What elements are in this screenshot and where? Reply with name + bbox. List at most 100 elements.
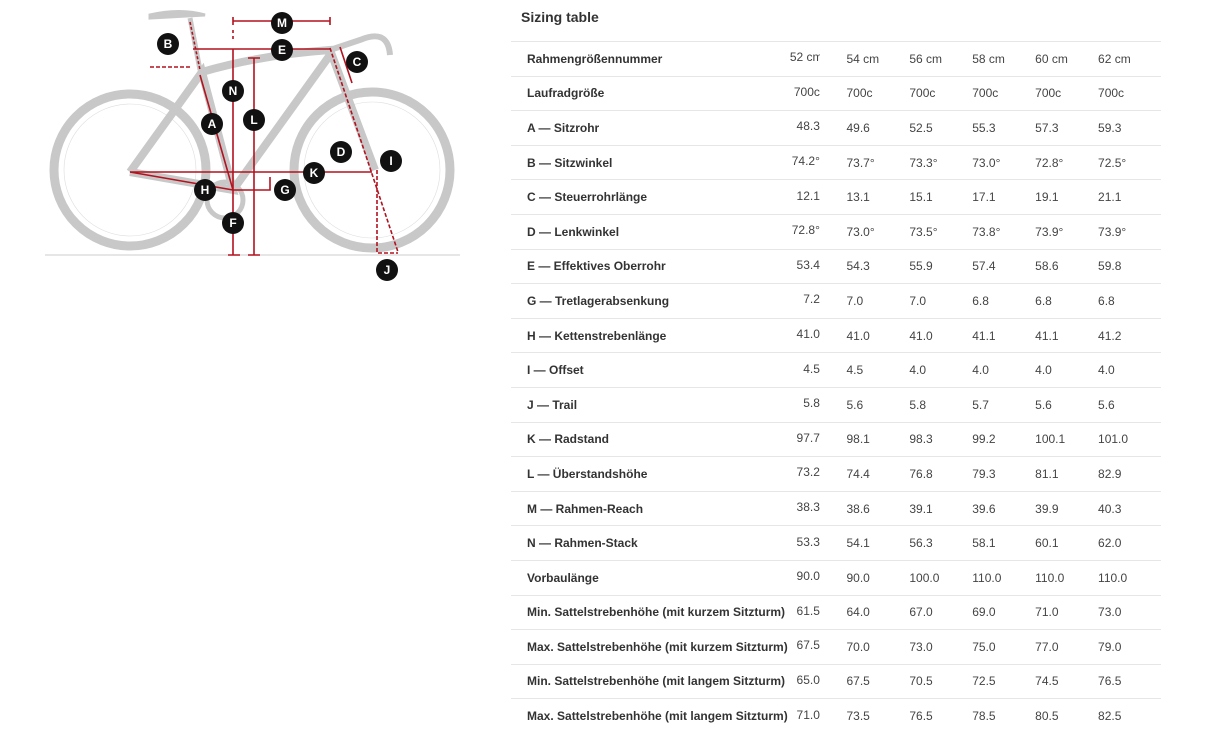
sizing-table: Rahmengrößennummer 52 cm 54 cm 56 cm 58 cm 60… bbox=[511, 41, 1161, 733]
table-cell: 90.0 bbox=[846, 570, 870, 585]
table-cell: 6.8 bbox=[972, 293, 989, 308]
table-cell: 70.0 bbox=[846, 639, 870, 654]
table-cell: 97.7 bbox=[790, 422, 847, 457]
table-cell: 58 cm bbox=[972, 51, 1005, 66]
table-cell: 98.3 bbox=[909, 432, 933, 447]
cell-value: 74.2° bbox=[791, 154, 820, 169]
table-row: Rahmengrößennummer 52 cm 54 cm 56 cm 58 cm 60… bbox=[511, 41, 1161, 77]
table-cell: 57.4 bbox=[972, 259, 996, 274]
cell-value: 12.1 bbox=[796, 188, 820, 203]
svg-text:B: B bbox=[164, 37, 173, 51]
row-label: K — Radstand bbox=[527, 432, 610, 447]
cell-value: 67.5 bbox=[796, 638, 820, 653]
table-cell: 82.5 bbox=[1098, 709, 1122, 724]
cell-value: 38.3 bbox=[796, 500, 820, 515]
row-label: Rahmengrößennummer bbox=[527, 51, 663, 66]
table-cell: 41.0 bbox=[909, 328, 933, 343]
table-cell: 73.8° bbox=[972, 224, 1001, 239]
svg-text:M: M bbox=[277, 16, 287, 30]
cell-value: 73.2 bbox=[796, 465, 820, 480]
cell-value: 5.8 bbox=[803, 396, 820, 411]
badge-J: J bbox=[376, 259, 398, 281]
table-cell: 48.3 bbox=[790, 111, 847, 146]
table-cell: 90.0 bbox=[790, 560, 847, 595]
table-cell: 4.5 bbox=[846, 363, 864, 378]
table-cell: 75.0 bbox=[972, 639, 996, 654]
table-cell: 61.5 bbox=[790, 595, 847, 630]
table-cell: 67.5 bbox=[846, 674, 870, 689]
table-row: B — Sitzwinkel 74.2° 73.7° 73.3° 73.0° 72.8° 7… bbox=[511, 145, 1161, 180]
measurement-lines bbox=[129, 17, 399, 256]
table-cell: 110.0 bbox=[972, 570, 1002, 585]
table-row: M — Rahmen-Reach 38.3 38.6 39.1 39.6 39.9 40.3 bbox=[511, 491, 1161, 526]
table-row: A — Sitzrohr 48.3 49.6 52.5 55.3 57.3 59.3 bbox=[511, 110, 1161, 146]
table-cell: 6.8 bbox=[1035, 293, 1052, 308]
table-cell: 5.7 bbox=[972, 397, 989, 412]
table-cell: 59.3 bbox=[1098, 120, 1122, 135]
table-cell: 74.4 bbox=[846, 466, 870, 481]
svg-text:F: F bbox=[229, 216, 236, 230]
table-cell: 700c bbox=[972, 86, 999, 101]
table-cell: 5.8 bbox=[790, 387, 847, 422]
row-label: Laufradgröße bbox=[527, 86, 605, 101]
table-cell: 69.0 bbox=[972, 605, 996, 620]
table-cell: 4.0 bbox=[1035, 363, 1052, 378]
badge-C: C bbox=[346, 51, 368, 73]
svg-text:H: H bbox=[201, 183, 210, 197]
cell-value: 41.0 bbox=[796, 327, 820, 342]
badge-D: D bbox=[330, 141, 352, 163]
row-label: Min. Sattelstrebenhöhe (mit langem Sitzt… bbox=[527, 674, 786, 689]
table-cell: 55.9 bbox=[909, 259, 933, 274]
table-row: Max. Sattelstrebenhöhe (mit kurzem Sitzt… bbox=[511, 629, 1161, 665]
table-cell: 5.6 bbox=[846, 397, 864, 412]
cell-value: 61.5 bbox=[796, 603, 820, 618]
table-cell: 73.9° bbox=[1098, 224, 1127, 239]
row-label: E — Effektives Oberrohr bbox=[527, 259, 666, 274]
sizing-table-title: Sizing table bbox=[521, 9, 599, 25]
table-cell: 59.8 bbox=[1098, 259, 1122, 274]
badge-E: E bbox=[271, 39, 293, 61]
row-label: Max. Sattelstrebenhöhe (mit langem Sitzt… bbox=[527, 709, 788, 724]
cell-value: 4.5 bbox=[803, 361, 820, 376]
table-cell: 5.6 bbox=[1098, 397, 1115, 412]
table-cell: 6.8 bbox=[1098, 293, 1115, 308]
row-label: H — Kettenstrebenlänge bbox=[527, 328, 667, 343]
table-cell: 110.0 bbox=[1035, 570, 1065, 585]
table-row: L — Überstandshöhe 73.2 74.4 76.8 79.3 81.1 82… bbox=[511, 456, 1161, 492]
table-cell: 80.5 bbox=[1035, 709, 1059, 724]
svg-text:C: C bbox=[353, 55, 362, 69]
table-cell: 53.3 bbox=[790, 526, 847, 561]
table-cell: 4.0 bbox=[909, 363, 927, 378]
row-label: D — Lenkwinkel bbox=[527, 224, 620, 239]
table-cell: 41.0 bbox=[790, 318, 847, 353]
table-cell: 700c bbox=[909, 86, 936, 101]
row-label: Min. Sattelstrebenhöhe (mit kurzem Sitzt… bbox=[527, 605, 786, 620]
table-cell: 7.0 bbox=[909, 293, 927, 308]
table-row: D — Lenkwinkel 72.8° 73.0° 73.5° 73.8° 73.9° 7… bbox=[511, 214, 1161, 249]
row-label: Vorbaulänge bbox=[527, 570, 599, 585]
table-cell: 73.0 bbox=[1098, 605, 1122, 620]
table-cell: 700c bbox=[790, 76, 847, 111]
table-cell: 41.1 bbox=[1035, 328, 1059, 343]
table-cell: 12.1 bbox=[790, 180, 847, 215]
row-label: Max. Sattelstrebenhöhe (mit kurzem Sitzt… bbox=[527, 639, 788, 654]
table-cell: 700c bbox=[846, 86, 873, 101]
table-cell: 41.2 bbox=[1098, 328, 1122, 343]
svg-text:A: A bbox=[208, 117, 217, 131]
table-row: Max. Sattelstrebenhöhe (mit langem Sitzt… bbox=[511, 698, 1161, 733]
table-row: E — Effektives Oberrohr 53.4 54.3 55.9 57.4 5… bbox=[511, 249, 1161, 284]
table-row: G — Tretlagerabsenkung 7.2 7.0 7.0 6.8 6.8 6.8 bbox=[511, 283, 1161, 319]
table-cell: 60.1 bbox=[1035, 536, 1059, 551]
table-cell: 5.8 bbox=[909, 397, 927, 412]
row-label: I — Offset bbox=[527, 363, 584, 378]
table-cell: 5.6 bbox=[1035, 397, 1052, 412]
badge-F: F bbox=[222, 212, 244, 234]
table-cell: 15.1 bbox=[909, 190, 933, 205]
table-cell: 73.7° bbox=[846, 155, 875, 170]
table-cell: 57.3 bbox=[1035, 120, 1059, 135]
row-label: J — Trail bbox=[527, 397, 578, 412]
badge-N: N bbox=[222, 80, 244, 102]
table-row: C — Steuerrohrlänge 12.1 13.1 15.1 17.1 19.1 2… bbox=[511, 179, 1161, 215]
table-cell: 4.0 bbox=[972, 363, 989, 378]
table-cell: 17.1 bbox=[972, 190, 996, 205]
